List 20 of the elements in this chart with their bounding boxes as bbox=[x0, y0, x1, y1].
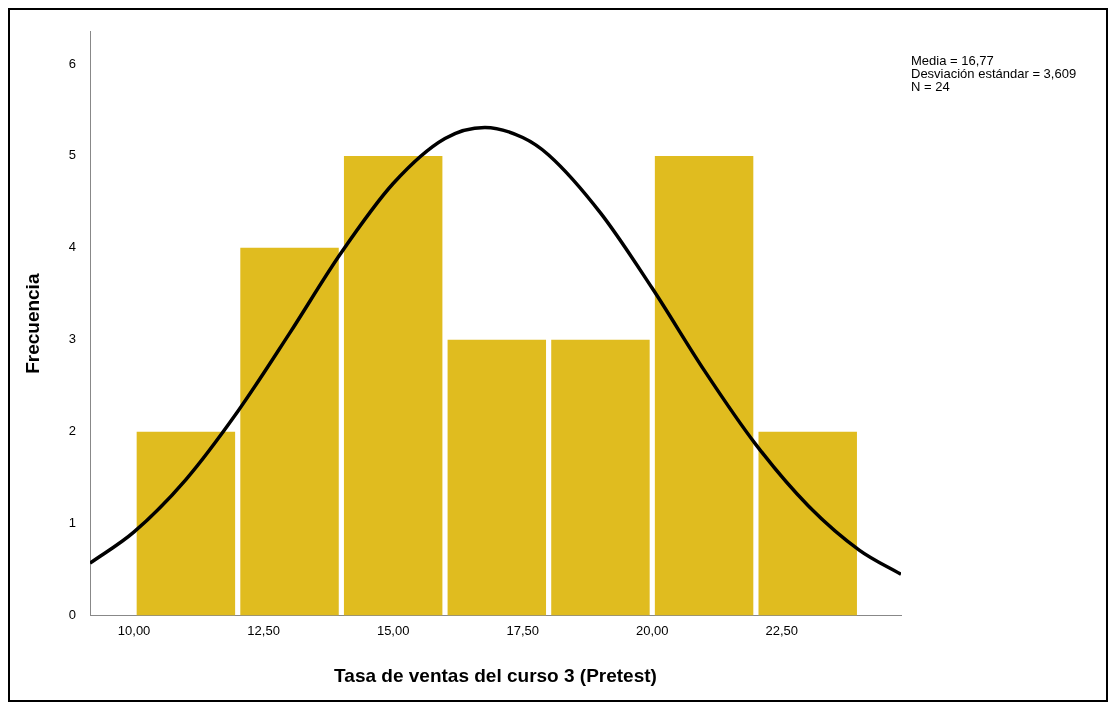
line-series bbox=[90, 125, 901, 576]
y-tick-label: 4 bbox=[68, 239, 77, 255]
x-tick-label: 22,50 bbox=[765, 622, 799, 638]
x-tick-label: 15,00 bbox=[376, 622, 410, 638]
x-tick-label: 17,50 bbox=[506, 622, 539, 638]
frame: Tasa de ventas del curso 3 (Pretest) Frecuencia 10,00 12,50 15,00 17,50 20,00 22,50 0 1 2 3 4 5 6 Media = 16,77 Desviación estándar = 3,609 N = 24 bbox=[8, 8, 1108, 702]
y-tick-label: 3 bbox=[68, 331, 77, 347]
y-axis-title: Frecuencia bbox=[21, 273, 43, 374]
y-tick-label: 0 bbox=[68, 607, 77, 623]
y-tick-label: 1 bbox=[68, 515, 77, 531]
x-tick-label: 10,00 bbox=[117, 622, 151, 638]
x-tick-label: 12,50 bbox=[247, 622, 280, 638]
x-axis-title: Tasa de ventas del curso 3 (Pretest) bbox=[334, 664, 657, 686]
y-tick-label: 2 bbox=[68, 423, 77, 439]
text: N = 24 bbox=[911, 78, 950, 94]
text: Media = 16,77 bbox=[911, 52, 994, 68]
y-tick-label: 6 bbox=[68, 55, 77, 71]
text: Desviación estándar = 3,609 bbox=[911, 65, 1077, 81]
x-tick-label: 20,00 bbox=[635, 622, 669, 638]
y-tick-label: 5 bbox=[68, 147, 77, 163]
